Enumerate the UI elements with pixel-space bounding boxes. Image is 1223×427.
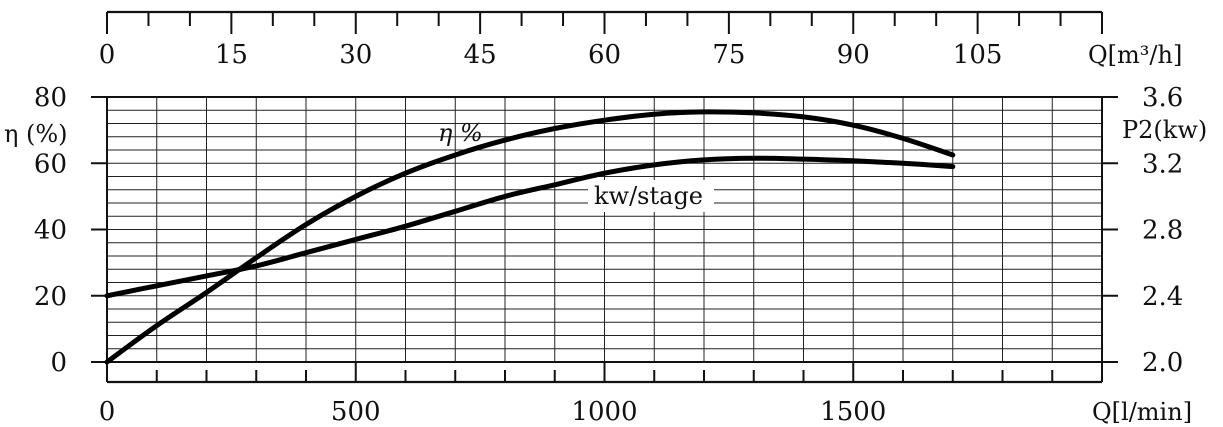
top-axis-tick-label: 0 [99, 40, 116, 70]
efficiency-series-label: η % [438, 119, 483, 147]
y-right-axis-tick-label: 2.4 [1142, 282, 1183, 312]
grid [106, 96, 1103, 363]
power-series-label: kw/stage [594, 182, 703, 210]
y-left-axis-tick-label: 0 [50, 348, 67, 378]
power-curve [104, 155, 956, 299]
efficiency-curve [104, 109, 956, 365]
power-series-label-group: kw/stage [588, 180, 714, 212]
y-left-axis-tick-label: 20 [34, 282, 67, 312]
y-left-axis-label: η (%) [4, 120, 68, 148]
bottom-axis-tick-label: 0 [99, 397, 116, 427]
top-axis-tick-label: 60 [588, 40, 621, 70]
y-right-axis-tick-label: 3.2 [1142, 149, 1183, 179]
ticks [91, 12, 1118, 382]
bottom-axis-tick-label: 1500 [820, 397, 886, 427]
y-right-axis-tick-label: 2.8 [1142, 216, 1183, 246]
top-axis-tick-label: 15 [215, 40, 248, 70]
top-axis-tick-label: 45 [464, 40, 497, 70]
top-axis-tick-label: 75 [712, 40, 745, 70]
tick-labels: 0 15 30 45 60 75 90 105 0 500 1000 1500 0 20 40 60 80 2.0… [34, 40, 1183, 427]
y-right-axis-tick-label: 2.0 [1142, 348, 1183, 378]
top-axis-tick-label: 105 [953, 40, 1003, 70]
y-left-axis-tick-label: 60 [34, 149, 67, 179]
x-bottom-axis-label: Q[l/min] [1092, 398, 1192, 426]
y-left-axis-tick-label: 80 [34, 83, 67, 113]
power-series-label-background [588, 180, 714, 212]
y-right-axis-tick-label: 3.6 [1142, 83, 1183, 113]
bottom-axis-tick-label: 500 [331, 397, 381, 427]
top-axis-tick-label: 90 [837, 40, 870, 70]
y-left-axis-tick-label: 40 [34, 216, 67, 246]
top-axis-tick-label: 30 [339, 40, 372, 70]
x-top-axis-label: Q[m³/h] [1088, 41, 1182, 69]
bottom-axis-tick-label: 1000 [571, 397, 637, 427]
y-right-axis-label: P2(kw) [1122, 116, 1207, 144]
